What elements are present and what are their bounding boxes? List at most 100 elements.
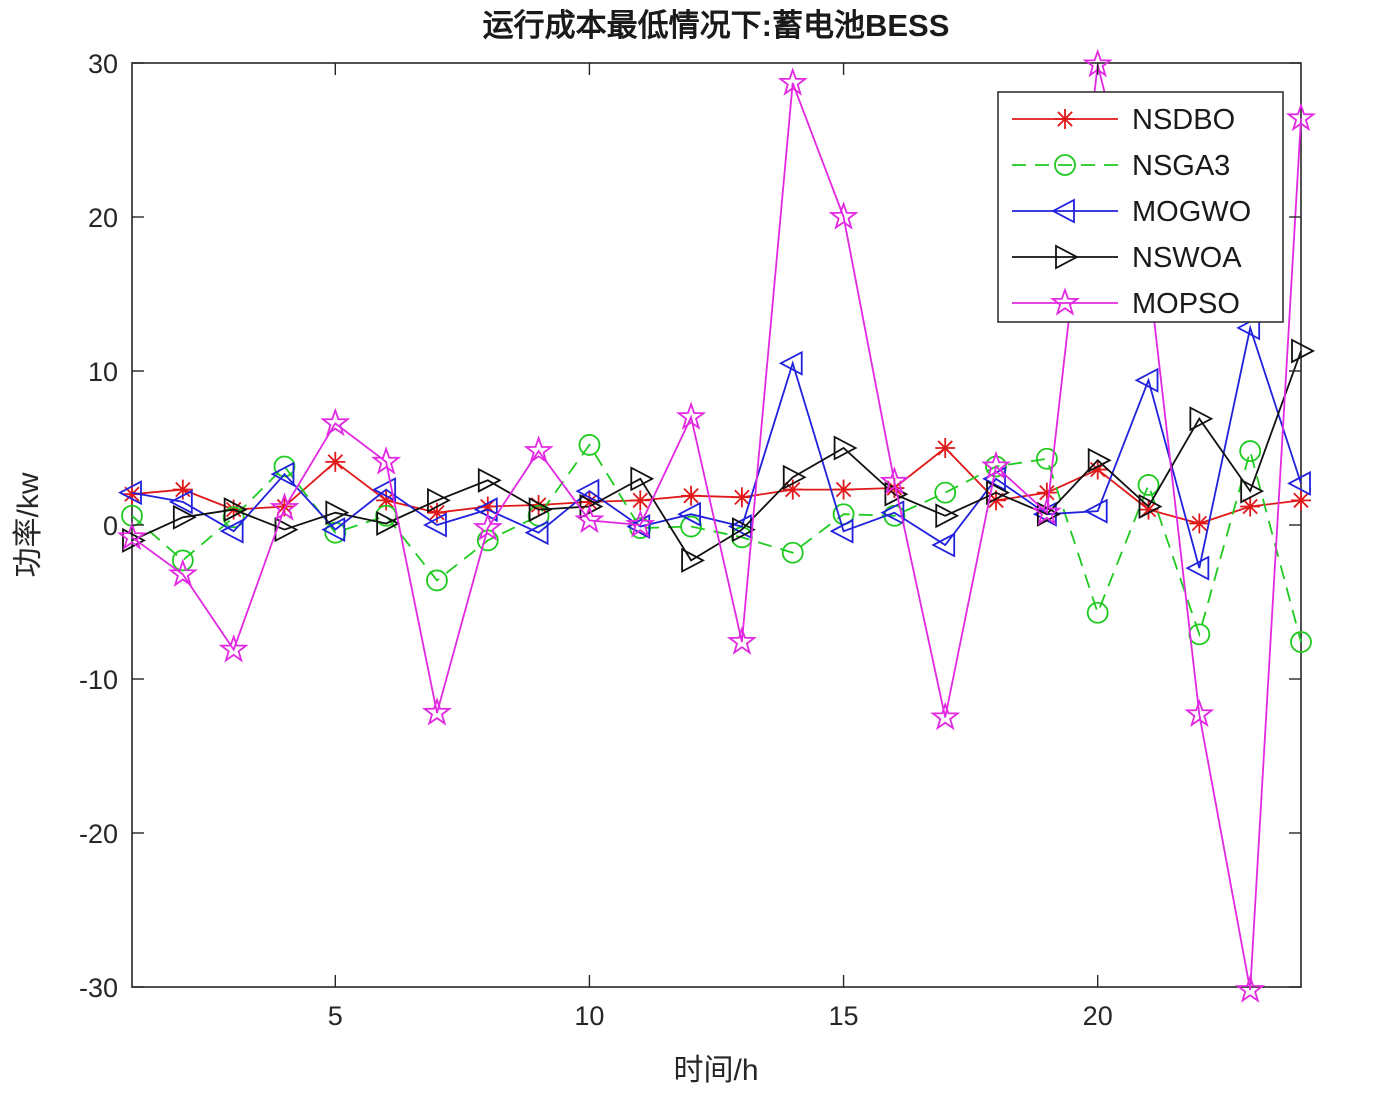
asterisk-marker — [1291, 490, 1311, 511]
tick-layer: 5 10 15 20 -30 -20 -10 0 10 20 30 — [79, 49, 1301, 1031]
circle-marker — [273, 455, 296, 478]
circle-shape — [171, 549, 194, 572]
asterisk-spoke — [429, 504, 445, 521]
triangle-shape — [829, 518, 854, 544]
triangle-shape — [122, 527, 146, 553]
circle-shape — [680, 515, 702, 538]
triangle-right-marker — [833, 435, 858, 461]
triangle-right-marker — [477, 467, 502, 493]
star-shape — [116, 521, 148, 551]
triangle-right-marker — [1138, 494, 1163, 520]
triangle-right-marker — [1291, 338, 1315, 364]
star-shape — [879, 466, 910, 495]
star-shape — [269, 492, 300, 521]
triangle-shape — [1138, 494, 1163, 520]
circle-shape — [1137, 474, 1160, 496]
star-shape — [625, 509, 656, 538]
triangle-shape — [778, 350, 803, 376]
star-shape — [777, 67, 808, 96]
circle-marker — [934, 481, 957, 504]
triangle-left-marker — [473, 497, 498, 523]
asterisk-spoke — [632, 492, 648, 509]
asterisk-spoke — [1039, 484, 1055, 501]
star-shape — [1031, 496, 1062, 526]
triangle-right-marker — [1087, 447, 1112, 473]
triangle-shape — [1291, 338, 1315, 364]
triangle-left-marker — [1185, 555, 1210, 581]
asterisk-marker — [731, 487, 752, 508]
pentagram-marker — [320, 407, 351, 437]
triangle-shape — [630, 466, 655, 492]
series-line-NSGA3 — [131, 443, 1302, 643]
triangle-shape — [880, 500, 905, 526]
pentagram-marker — [625, 509, 656, 538]
circle-shape — [1086, 601, 1109, 624]
triangle-shape — [528, 497, 553, 523]
triangle-shape — [473, 497, 498, 523]
triangle-shape — [677, 501, 701, 527]
triangle-left-marker — [321, 517, 346, 543]
triangle-shape — [1087, 447, 1112, 473]
star-shape — [523, 435, 554, 464]
asterisk-spoke — [327, 454, 344, 470]
legend-entry-NSDBO: NSDBO — [1012, 104, 1235, 136]
circle-marker — [426, 569, 448, 592]
legend-entry-NSWOA: NSWOA — [1012, 242, 1242, 274]
legend-label-MOPSO: MOPSO — [1132, 288, 1240, 320]
star-shape — [421, 697, 452, 726]
y-tick-label: -10 — [79, 665, 118, 695]
triangle-shape — [935, 503, 960, 529]
asterisk-marker — [1055, 109, 1075, 129]
pentagram-marker — [472, 512, 503, 541]
circle-marker — [222, 506, 245, 529]
x-tick-label: 10 — [574, 1001, 604, 1031]
triangle-shape — [321, 517, 346, 543]
triangle-left-marker — [118, 480, 142, 506]
triangle-left-marker — [524, 520, 549, 546]
star-shape — [981, 450, 1012, 480]
pentagram-marker — [421, 697, 452, 726]
triangle-shape — [270, 461, 295, 487]
triangle-shape — [524, 520, 549, 546]
asterisk-spoke — [683, 488, 699, 504]
star-shape — [371, 446, 402, 475]
triangle-left-marker — [219, 518, 244, 544]
legend-entry-MOGWO: MOGWO — [1012, 196, 1251, 228]
triangle-shape — [1185, 555, 1210, 581]
triangle-left-marker — [575, 478, 600, 504]
pentagram-marker — [269, 492, 300, 521]
triangle-left-marker — [270, 461, 295, 487]
star-shape — [320, 407, 351, 437]
triangle-right-marker — [1189, 406, 1214, 432]
y-tick-label: 20 — [88, 203, 118, 233]
triangle-shape — [172, 504, 197, 530]
star-shape — [167, 558, 198, 588]
pentagram-marker — [930, 701, 961, 731]
circle-marker — [578, 434, 601, 456]
triangle-shape — [1051, 198, 1075, 224]
circle-shape — [985, 455, 1007, 478]
triangle-shape — [681, 547, 706, 573]
y-tick-label: 0 — [103, 511, 118, 541]
x-tick-label: 5 — [328, 1001, 343, 1031]
asterisk-spoke — [378, 492, 394, 509]
star-shape — [726, 626, 757, 655]
chart-title: 运行成本最低情况下:蓄电池BESS — [483, 8, 950, 43]
triangle-right-marker — [1055, 244, 1079, 270]
triangle-shape — [168, 489, 193, 515]
asterisk-spoke — [1242, 498, 1258, 515]
triangle-left-marker — [1083, 498, 1108, 524]
triangle-shape — [1287, 470, 1311, 496]
triangle-right-marker — [427, 487, 451, 513]
pentagram-marker — [676, 401, 707, 430]
circle-marker — [1239, 440, 1262, 462]
asterisk-marker — [833, 479, 854, 500]
legend-label-NSDBO: NSDBO — [1132, 104, 1235, 136]
asterisk-marker — [325, 451, 346, 472]
star-shape — [676, 401, 707, 430]
triangle-shape — [274, 517, 299, 543]
x-tick-label: 15 — [829, 1001, 859, 1031]
triangle-right-marker — [274, 517, 299, 543]
triangle-right-marker — [935, 503, 960, 529]
